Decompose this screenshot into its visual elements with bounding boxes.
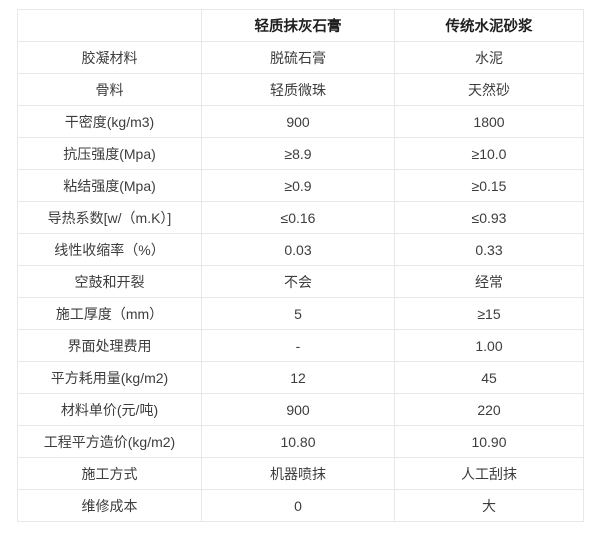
row-label: 粘结强度(Mpa) (17, 169, 202, 202)
row-label: 界面处理费用 (17, 329, 202, 362)
row-value: ≥15 (394, 297, 584, 330)
header-cell-gypsum: 轻质抹灰石膏 (201, 9, 395, 42)
row-value: ≤0.93 (394, 201, 584, 234)
row-label: 材料单价(元/吨) (17, 393, 202, 426)
table-row: 平方耗用量(kg/m2) 12 45 (17, 361, 584, 394)
material-comparison-table: 轻质抹灰石膏 传统水泥砂浆 胶凝材料 脱硫石膏 水泥 骨料 轻质微珠 天然砂 干密度(kg/… (17, 9, 584, 522)
row-value: 经常 (394, 265, 584, 298)
row-value: 1.00 (394, 329, 584, 362)
row-value: 0 (201, 489, 395, 522)
table-row: 骨料 轻质微珠 天然砂 (17, 73, 584, 106)
row-label: 平方耗用量(kg/m2) (17, 361, 202, 394)
row-value: 10.80 (201, 425, 395, 458)
row-value: 10.90 (394, 425, 584, 458)
table-row: 施工厚度（mm） 5 ≥15 (17, 297, 584, 330)
row-value: 不会 (201, 265, 395, 298)
row-value: ≥0.9 (201, 169, 395, 202)
row-label: 空鼓和开裂 (17, 265, 202, 298)
row-label: 维修成本 (17, 489, 202, 522)
table-row: 材料单价(元/吨) 900 220 (17, 393, 584, 426)
row-value: 12 (201, 361, 395, 394)
row-label: 胶凝材料 (17, 41, 202, 74)
table-row: 胶凝材料 脱硫石膏 水泥 (17, 41, 584, 74)
row-value: ≥10.0 (394, 137, 584, 170)
row-label: 干密度(kg/m3) (17, 105, 202, 138)
row-value: - (201, 329, 395, 362)
table-row: 界面处理费用 -1.00 (17, 329, 584, 362)
row-value: 0.03 (201, 233, 395, 266)
row-label: 工程平方造价(kg/m2) (17, 425, 202, 458)
table-row: 施工方式 机器喷抹 人工刮抹 (17, 457, 584, 490)
row-value: 天然砂 (394, 73, 584, 106)
row-value: ≥8.9 (201, 137, 395, 170)
table-row: 导热系数[w/（m.K）] ≤0.16 ≤0.93 (17, 201, 584, 234)
row-label: 施工方式 (17, 457, 202, 490)
row-label: 导热系数[w/（m.K）] (17, 201, 202, 234)
header-cell-empty (17, 9, 202, 42)
row-label: 抗压强度(Mpa) (17, 137, 202, 170)
row-value: 1800 (394, 105, 584, 138)
row-label: 线性收缩率（%） (17, 233, 202, 266)
row-value: 机器喷抹 (201, 457, 395, 490)
table-row: 维修成本 0 大 (17, 489, 584, 522)
row-value: ≤0.16 (201, 201, 395, 234)
row-value: 900 (201, 393, 395, 426)
table-header-row: 轻质抹灰石膏 传统水泥砂浆 (17, 9, 584, 42)
row-value: 0.33 (394, 233, 584, 266)
row-value: 45 (394, 361, 584, 394)
row-value: 900 (201, 105, 395, 138)
row-value: 人工刮抹 (394, 457, 584, 490)
row-value: 水泥 (394, 41, 584, 74)
row-value: 脱硫石膏 (201, 41, 395, 74)
table-body: 胶凝材料 脱硫石膏 水泥 骨料 轻质微珠 天然砂 干密度(kg/m3) 900 1800 抗压强度… (17, 41, 584, 522)
table-row: 空鼓和开裂 不会 经常 (17, 265, 584, 298)
row-label: 骨料 (17, 73, 202, 106)
row-value: 5 (201, 297, 395, 330)
table-row: 粘结强度(Mpa) ≥0.9 ≥0.15 (17, 169, 584, 202)
table-row: 干密度(kg/m3) 900 1800 (17, 105, 584, 138)
row-value: 220 (394, 393, 584, 426)
table-row: 线性收缩率（%） 0.03 0.33 (17, 233, 584, 266)
header-cell-cement: 传统水泥砂浆 (394, 9, 584, 42)
row-value: 轻质微珠 (201, 73, 395, 106)
row-label: 施工厚度（mm） (17, 297, 202, 330)
table-row: 抗压强度(Mpa) ≥8.9 ≥10.0 (17, 137, 584, 170)
row-value: 大 (394, 489, 584, 522)
row-value: ≥0.15 (394, 169, 584, 202)
table-row: 工程平方造价(kg/m2) 10.80 10.90 (17, 425, 584, 458)
